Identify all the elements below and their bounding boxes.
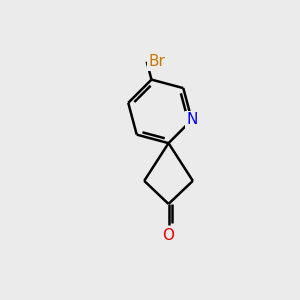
Text: N: N: [186, 112, 197, 128]
Text: Br: Br: [148, 54, 165, 69]
Text: O: O: [163, 228, 175, 243]
